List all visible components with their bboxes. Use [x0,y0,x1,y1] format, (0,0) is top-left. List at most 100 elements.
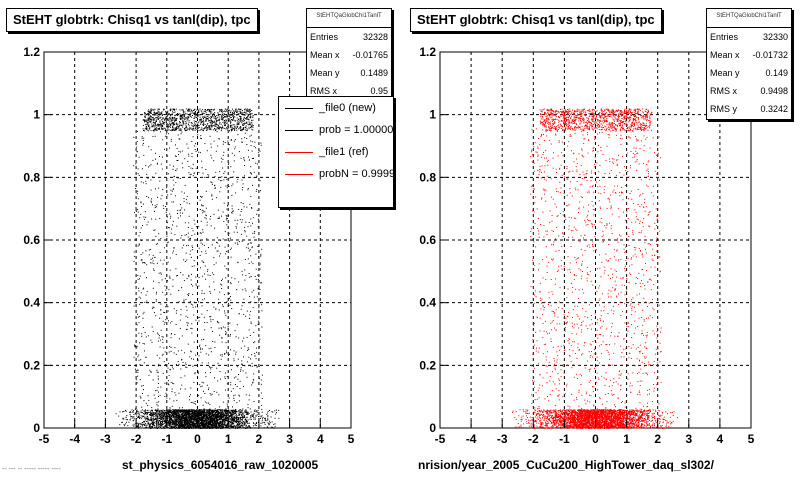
data-point [250,126,251,128]
data-point [262,416,264,418]
data-point [147,119,149,121]
data-point [163,323,165,325]
data-point [165,306,167,308]
data-point [178,154,179,156]
data-point [169,420,171,422]
data-point [189,411,191,413]
data-point [177,115,179,116]
data-point [224,122,226,124]
data-point [173,117,175,119]
data-point [179,417,180,419]
data-point [232,115,234,117]
data-point [200,129,202,131]
data-point [202,422,204,424]
data-point [160,198,162,200]
data-point [144,411,146,413]
data-point [250,418,252,420]
data-point [184,411,186,412]
data-point [245,118,247,120]
data-point [150,419,152,421]
data-point [197,127,199,129]
data-point [146,425,148,427]
data-point [219,123,221,125]
data-point [236,289,238,291]
data-point [152,409,153,411]
data-point [248,109,250,111]
data-point [148,421,150,423]
data-point [150,248,152,250]
data-point [155,188,156,190]
data-point [239,118,241,120]
data-point [253,342,255,344]
data-point [214,128,215,129]
data-point [166,119,168,121]
data-point [170,421,172,423]
data-point [230,126,231,128]
data-point [223,202,225,204]
data-point [153,412,155,413]
data-point [214,122,216,124]
data-point [133,425,135,427]
data-point [159,365,161,367]
data-point [202,121,204,123]
data-point [181,116,183,118]
data-point [233,399,235,401]
data-point [245,426,247,428]
data-point [182,167,184,169]
data-point [156,123,158,125]
data-point [211,116,213,118]
data-point [163,122,165,123]
data-point [249,124,251,125]
data-point [243,118,244,120]
data-point [161,410,163,412]
data-point [181,422,183,424]
data-point [239,423,241,425]
data-point [162,128,164,130]
data-point [187,118,189,120]
data-point [191,414,193,416]
data-point [214,423,216,425]
data-point [173,411,175,412]
data-point [171,423,173,425]
data-point [190,409,192,411]
data-point [206,270,208,272]
data-point [144,112,146,113]
data-point [201,385,203,387]
data-point [161,128,163,130]
data-point [228,115,230,117]
data-point [156,422,158,423]
data-point [244,365,246,367]
data-point [202,416,204,417]
data-point [147,416,149,418]
data-point [197,125,198,127]
data-point [213,426,215,428]
data-point [139,422,141,424]
data-point [214,420,216,422]
data-point [125,416,127,418]
data-point [200,422,202,424]
data-point [158,118,159,120]
data-point [203,427,205,429]
data-point [207,362,209,364]
data-point [209,109,211,111]
data-point [199,384,201,386]
data-point [219,427,221,429]
data-point [214,425,216,427]
data-point [207,409,209,411]
data-point [173,418,175,420]
data-point [212,129,214,131]
data-point [221,413,223,415]
data-point [206,426,208,428]
data-point [273,423,275,425]
data-point [129,413,131,415]
data-point [223,110,225,112]
data-point [164,127,166,129]
data-point [182,114,184,116]
data-point [170,189,172,191]
data-point [159,113,161,115]
data-point [230,112,231,114]
data-point [174,421,176,423]
data-point [152,426,153,428]
data-point [264,422,266,424]
data-point [237,427,239,429]
